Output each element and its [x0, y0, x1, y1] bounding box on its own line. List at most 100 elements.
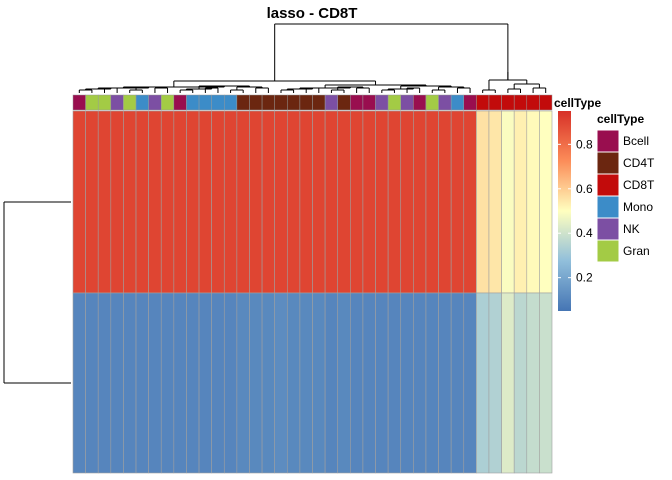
celltype-annotation-bar — [72, 94, 553, 111]
heatmap-cell — [135, 110, 149, 294]
heatmap-cell — [362, 292, 376, 474]
annotation-cell — [173, 94, 187, 111]
annotation-cell — [513, 94, 528, 111]
heatmap-cell — [123, 292, 137, 474]
heatmap-cell — [476, 292, 490, 474]
legend-swatch — [596, 239, 620, 263]
annotation-cell — [135, 94, 149, 111]
annotation-cell — [488, 94, 502, 111]
heatmap-cell — [223, 110, 238, 294]
heatmap-cell — [110, 292, 124, 474]
annotation-cell — [337, 94, 351, 111]
heatmap-cell — [299, 110, 313, 294]
heatmap-cell — [400, 110, 414, 294]
annotation-cell — [425, 94, 439, 111]
heatmap-cells — [72, 110, 553, 474]
annotation-cell — [539, 94, 553, 111]
annotation-cell — [312, 94, 326, 111]
heatmap-cell — [337, 292, 351, 474]
heatmap-cell — [173, 292, 187, 474]
colorbar-tick-label: 0.6 — [576, 182, 593, 196]
heatmap-cell — [72, 292, 86, 474]
heatmap-cell — [463, 292, 477, 474]
heatmap-cell — [425, 110, 439, 294]
heatmap-cell — [501, 292, 515, 474]
heatmap-cell — [299, 292, 313, 474]
colorbar-tick-label: 0.4 — [576, 226, 593, 240]
colorbar — [558, 111, 571, 311]
heatmap-cell — [488, 110, 502, 294]
heatmap-cell — [425, 292, 439, 474]
heatmap-cell — [261, 292, 275, 474]
heatmap-cell — [236, 292, 250, 474]
annotation-cell — [463, 94, 477, 111]
heatmap-cell — [312, 110, 326, 294]
heatmap-cell — [85, 292, 99, 474]
annotation-cell — [249, 94, 263, 111]
heatmap-cell — [186, 110, 200, 294]
legend-entry-label: NK — [623, 222, 640, 236]
heatmap-cell — [324, 292, 339, 474]
heatmap-cell — [249, 110, 263, 294]
heatmap-cell — [135, 292, 149, 474]
heatmap-cell — [387, 292, 402, 474]
annotation-cell — [375, 94, 389, 111]
heatmap-cell — [72, 110, 86, 294]
heatmap-cell — [173, 110, 187, 294]
heatmap-cell — [476, 110, 490, 294]
heatmap-cell — [350, 110, 364, 294]
heatmap-cell — [97, 292, 112, 474]
heatmap-cell — [286, 292, 301, 474]
heatmap-cell — [375, 292, 389, 474]
heatmap-cell — [350, 292, 364, 474]
annotation-cell — [526, 94, 540, 111]
annotation-cell — [274, 94, 288, 111]
heatmap-cell — [211, 292, 225, 474]
annotation-cell — [501, 94, 515, 111]
heatmap-cell — [85, 110, 99, 294]
heatmap-cell — [375, 110, 389, 294]
heatmap-cell — [438, 110, 452, 294]
annotation-bar-label: cellType — [554, 96, 601, 110]
heatmap-cell — [160, 292, 175, 474]
heatmap-cell — [312, 292, 326, 474]
colorbar-ticks: 0.8 0.6 0.4 0.2 — [558, 137, 593, 285]
heatmap-cell — [539, 110, 553, 294]
annotation-cell — [97, 94, 112, 111]
annotation-cell — [160, 94, 175, 111]
heatmap-cell — [501, 110, 515, 294]
heatmap-cell — [286, 110, 301, 294]
legend-entry-label: Mono — [623, 200, 653, 214]
legend-entry-label: CD4T — [623, 156, 655, 170]
annotation-cell — [450, 94, 465, 111]
annotation-cell — [148, 94, 162, 111]
annotation-cell — [261, 94, 275, 111]
legend-entry-label: CD8T — [623, 178, 655, 192]
annotation-cell — [110, 94, 124, 111]
heatmap-cell — [413, 110, 427, 294]
heatmap-cell — [539, 292, 553, 474]
legend-entry-label: Bcell — [623, 134, 649, 148]
heatmap-cell — [337, 110, 351, 294]
legend-swatch — [596, 173, 620, 197]
annotation-cell — [413, 94, 427, 111]
legend-entry-label: Gran — [623, 244, 650, 258]
annotation-cell — [387, 94, 401, 111]
annotation-cell — [224, 94, 238, 111]
heatmap-cell — [463, 110, 477, 294]
heatmap-cell — [526, 110, 540, 294]
heatmap-cell — [148, 292, 162, 474]
heatmap-cell — [198, 292, 212, 474]
heatmap-cell — [274, 292, 288, 474]
heatmap-cell — [148, 110, 162, 294]
heatmap-cell — [198, 110, 212, 294]
heatmap-cell — [211, 110, 225, 294]
heatmap-cell — [274, 110, 288, 294]
heatmap-cell — [438, 292, 452, 474]
heatmap-cell — [160, 110, 175, 294]
annotation-cell — [85, 94, 99, 111]
annotation-cell — [400, 94, 414, 111]
legend-swatch — [596, 129, 620, 153]
heatmap-cell — [236, 110, 250, 294]
